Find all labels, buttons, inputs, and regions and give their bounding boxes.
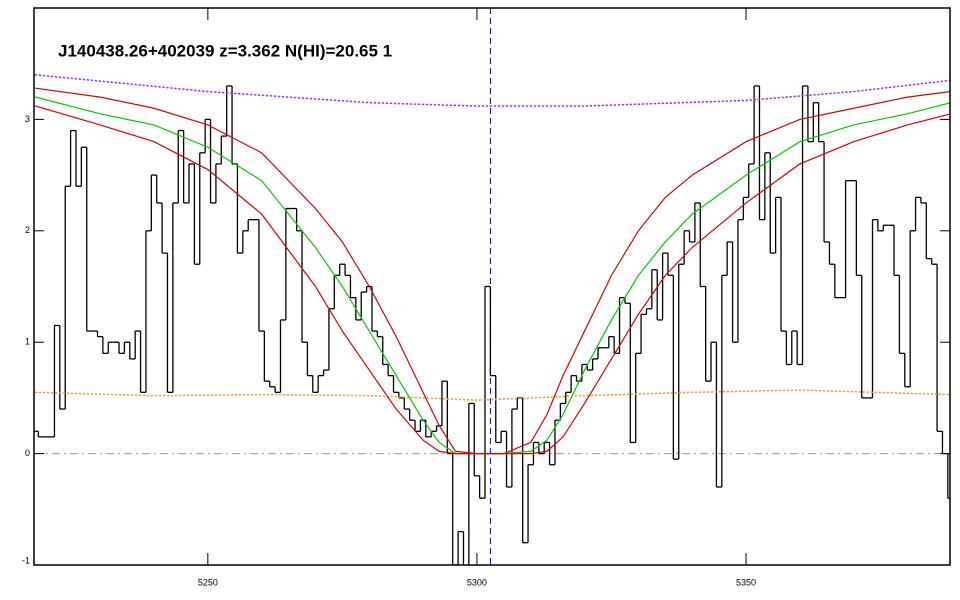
y-tick-label: 2: [25, 225, 30, 235]
x-tick-label: 5250: [198, 577, 218, 587]
y-tick-label: 1: [25, 337, 30, 347]
x-tick-label: 5350: [736, 577, 756, 587]
y-tick-label: 3: [25, 114, 30, 124]
dotted-curve: [34, 389, 950, 401]
dotted-curve: [34, 74, 950, 107]
plot-area: [34, 8, 950, 565]
annotation: J140438.26+402039 z=3.362 N(HI)=20.65 1: [58, 41, 392, 60]
y-tick-label: 0: [25, 448, 30, 458]
plot-frame: [33, 7, 951, 566]
model-curve: [35, 105, 950, 455]
y-tick-label: -1: [22, 555, 30, 565]
x-tick-label: 5300: [467, 577, 487, 587]
